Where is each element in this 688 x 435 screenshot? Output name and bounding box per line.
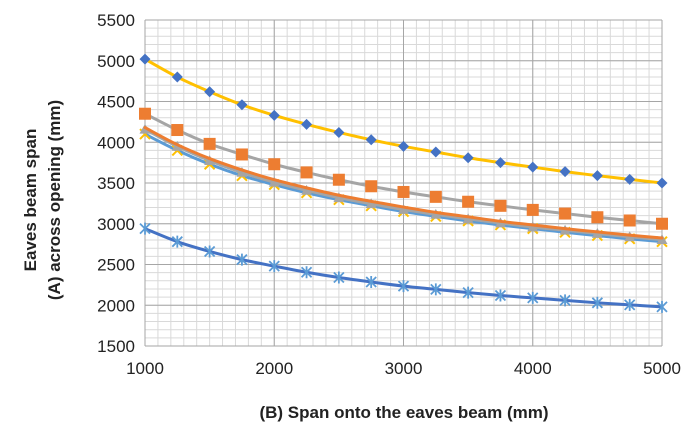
y-tick-label: 2500	[97, 256, 135, 275]
x-tick-label: 2000	[255, 359, 293, 378]
point-triangle-7	[365, 198, 377, 209]
series-3-line	[143, 126, 664, 240]
x-tick-label: 4000	[514, 359, 552, 378]
point-star-8	[397, 280, 410, 293]
point-square-6	[332, 173, 345, 186]
point-star-16	[656, 300, 668, 313]
point-diamond-9	[430, 146, 442, 158]
point-square-1	[171, 124, 184, 137]
point-star-12	[527, 291, 539, 304]
point-square-15	[623, 214, 636, 227]
y-axis-title-line-2: (A) across opening (mm)	[45, 100, 64, 300]
point-star-6	[333, 271, 345, 284]
point-diamond-6	[333, 126, 345, 138]
x-tick-label: 3000	[385, 359, 423, 378]
y-axis-title-line-1: Eaves beam span	[21, 129, 40, 272]
point-diamond-10	[462, 152, 474, 164]
y-tick-label: 2000	[97, 296, 135, 315]
point-diamond-1	[171, 71, 183, 83]
point-square-7	[365, 180, 378, 193]
y-tick-label: 3000	[97, 215, 135, 234]
point-square-3	[235, 148, 248, 161]
point-diamond-11	[494, 157, 506, 169]
series-2	[139, 107, 668, 230]
point-star-3	[236, 253, 248, 266]
point-triangle-4	[268, 176, 280, 187]
point-diamond-7	[365, 134, 377, 146]
point-diamond-15	[624, 173, 636, 185]
point-triangle-8	[398, 203, 409, 214]
y-tick-label: 4000	[97, 133, 135, 152]
point-star-9	[430, 283, 442, 296]
y-tick-label: 4500	[97, 93, 135, 112]
point-diamond-13	[559, 166, 571, 178]
point-star-1	[171, 235, 183, 248]
point-star-15	[624, 298, 636, 311]
series-3	[143, 126, 664, 240]
point-diamond-3	[236, 99, 248, 111]
x-tick-label: 1000	[126, 359, 164, 378]
x-tick-label: 5000	[643, 359, 681, 378]
y-tick-label: 3500	[97, 174, 135, 193]
series-1	[139, 53, 668, 189]
point-triangle-5	[301, 184, 313, 195]
point-triangle-6	[333, 192, 345, 203]
x-axis-title: (B) Span onto the eaves beam (mm)	[259, 403, 548, 422]
point-diamond-2	[204, 86, 216, 98]
point-square-16	[656, 217, 668, 230]
point-diamond-12	[527, 161, 539, 173]
point-star-11	[494, 289, 507, 302]
point-star-0	[139, 222, 151, 235]
axes: (B) Span onto the eaves beam (mm) Eaves …	[21, 11, 681, 422]
y-axis-title: Eaves beam span (A) across opening (mm)	[21, 100, 64, 300]
y-tick-label: 1500	[97, 337, 135, 356]
point-square-5	[300, 166, 313, 179]
point-diamond-4	[268, 109, 280, 121]
point-diamond-16	[656, 177, 668, 189]
series-4	[139, 123, 668, 245]
point-square-8	[397, 185, 410, 198]
series-layer	[139, 53, 668, 313]
point-square-14	[591, 211, 604, 224]
point-square-11	[494, 199, 507, 212]
y-tick-label: 5000	[97, 52, 135, 71]
point-star-10	[462, 286, 474, 299]
point-star-4	[268, 260, 280, 273]
point-square-4	[268, 158, 281, 171]
point-square-13	[559, 207, 572, 220]
point-star-2	[203, 245, 216, 258]
point-diamond-14	[591, 170, 603, 182]
point-square-0	[139, 107, 151, 120]
point-diamond-5	[301, 118, 313, 130]
point-square-9	[429, 190, 442, 203]
y-tick-label: 5500	[97, 11, 135, 30]
point-triangle-3	[236, 166, 248, 177]
series-6	[139, 222, 668, 313]
point-diamond-8	[398, 140, 409, 152]
point-square-10	[462, 195, 475, 208]
point-star-5	[300, 266, 313, 279]
point-star-7	[365, 276, 377, 289]
point-star-14	[591, 296, 604, 309]
point-star-13	[559, 294, 571, 307]
point-square-2	[203, 137, 216, 150]
grid	[144, 19, 663, 347]
point-diamond-0	[139, 53, 151, 65]
point-square-12	[526, 203, 539, 216]
